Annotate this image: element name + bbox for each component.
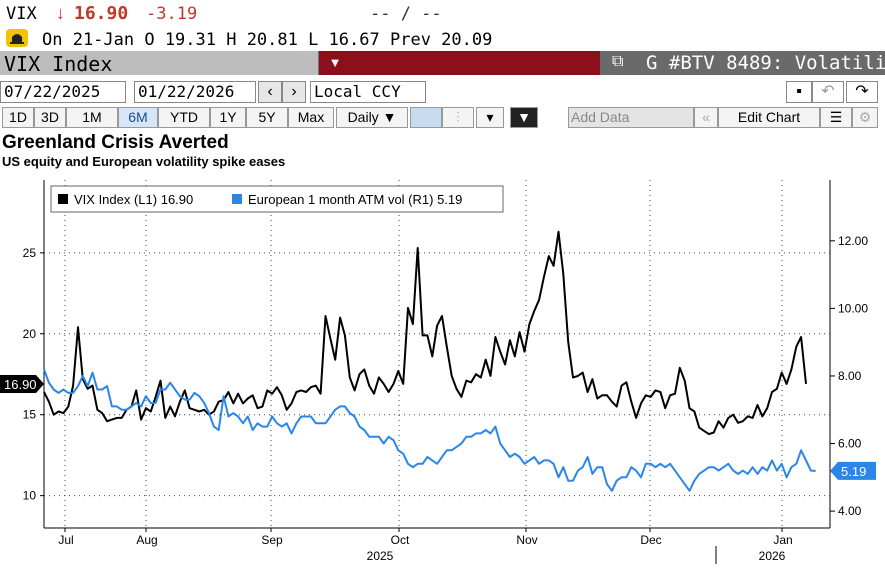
- price-change: -3.19: [146, 4, 198, 24]
- ticker-symbol[interactable]: VIX: [6, 4, 37, 24]
- currency-select[interactable]: Local CCY: [310, 81, 426, 103]
- vix-last-value-tag: [0, 374, 44, 393]
- euro-vol-last-value-tag: [830, 461, 876, 480]
- security-dropdown-icon[interactable]: ▼: [328, 55, 342, 70]
- add-data-input[interactable]: Add Data: [568, 107, 694, 128]
- security-name: VIX Index: [4, 52, 113, 76]
- right-tick-label: 10.00: [838, 301, 868, 315]
- alert-bell-icon[interactable]: [6, 29, 28, 47]
- function-code: G #BTV 8489: Volatility: [646, 52, 885, 74]
- legend-swatch-vix: [58, 194, 68, 204]
- year-label: 2026: [759, 549, 786, 563]
- title-bar: VIX Index ▼ ⧉ G #BTV 8489: Volatility: [0, 51, 885, 76]
- right-tick-label: 6.00: [838, 437, 862, 451]
- euro-vol-series-line: [43, 368, 816, 492]
- redo-icon[interactable]: ↷: [846, 81, 878, 103]
- next-period-button[interactable]: ›: [282, 81, 306, 103]
- chart-type-dropdown-icon[interactable]: ▾: [476, 107, 504, 128]
- currency-value: Local CCY: [314, 82, 401, 101]
- prev-period-button[interactable]: ‹: [258, 81, 282, 103]
- legend-label-vix: VIX Index (L1) 16.90: [74, 192, 193, 207]
- ohlc-row: On 21-Jan O 19.31 H 20.81 L 16.67 Prev 2…: [0, 28, 885, 50]
- period-row: 1D 3D 1M 6M YTD 1Y 5Y Max Daily ▼ ⫶ ▾ ▼ …: [0, 107, 885, 128]
- end-date-value: 01/22/2026: [138, 82, 235, 101]
- legend-label-euro-vol: European 1 month ATM vol (R1) 5.19: [248, 192, 462, 207]
- start-date-value: 07/22/2025: [4, 82, 101, 101]
- left-tick-label: 20: [23, 327, 37, 341]
- right-tick-label: 8.00: [838, 369, 862, 383]
- down-arrow-icon: ↓: [56, 3, 65, 23]
- start-date-field[interactable]: 07/22/2025: [0, 81, 126, 103]
- window-icon[interactable]: ▪: [786, 81, 812, 103]
- undo-icon[interactable]: ↶: [812, 81, 844, 103]
- bid-ask: -- / --: [370, 4, 442, 24]
- last-price: 16.90: [74, 3, 129, 24]
- left-tick-label: 25: [23, 246, 37, 260]
- end-date-field[interactable]: 01/22/2026: [134, 81, 256, 103]
- period-1d-button[interactable]: 1D: [2, 107, 34, 128]
- right-tick-label: 12.00: [838, 234, 868, 248]
- legend-box: [50, 185, 504, 213]
- x-tick-label: Nov: [516, 533, 537, 547]
- left-tick-label: 10: [23, 489, 37, 503]
- chart-title: Greenland Crisis Averted: [2, 132, 229, 153]
- ohlc-summary: On 21-Jan O 19.31 H 20.81 L 16.67 Prev 2…: [42, 30, 493, 50]
- function-panel: ⧉ G #BTV 8489: Volatility: [600, 51, 885, 75]
- x-tick-label: Oct: [391, 533, 410, 547]
- date-range-row: 07/22/2025 01/22/2026 ‹ › Local CCY ▪ ↶ …: [0, 81, 885, 103]
- year-label: 2025: [367, 549, 394, 563]
- chart-settings-icon[interactable]: ☰: [820, 107, 852, 128]
- chart-subtitle: US equity and European volatility spike …: [2, 154, 286, 169]
- security-field[interactable]: VIX Index: [0, 51, 319, 76]
- left-tick-label: 15: [23, 408, 37, 422]
- menu-dropdown-icon[interactable]: ▼: [510, 107, 538, 128]
- period-5y-button[interactable]: 5Y: [246, 107, 288, 128]
- period-max-button[interactable]: Max: [288, 107, 334, 128]
- period-1m-button[interactable]: 1M: [66, 107, 118, 128]
- x-tick-label: Dec: [640, 533, 661, 547]
- vix-last-value: 16.90: [4, 377, 37, 392]
- line-chart-icon[interactable]: [410, 107, 442, 128]
- gear-icon[interactable]: ⚙: [852, 107, 878, 128]
- quote-row: VIX ↓ 16.90 -3.19 -- / --: [0, 0, 885, 28]
- x-tick-label: Aug: [136, 533, 157, 547]
- period-3d-button[interactable]: 3D: [34, 107, 66, 128]
- euro-vol-last-value: 5.19: [841, 464, 866, 479]
- frequency-select[interactable]: Daily ▼: [336, 107, 408, 128]
- vix-series-line: [43, 230, 807, 436]
- period-6m-button[interactable]: 6M: [118, 107, 158, 128]
- bar-chart-icon[interactable]: ⫶: [442, 107, 474, 128]
- period-1y-button[interactable]: 1Y: [210, 107, 246, 128]
- legend-swatch-euro-vol: [232, 194, 242, 204]
- collapse-icon[interactable]: «: [694, 107, 718, 128]
- right-tick-label: 4.00: [838, 504, 862, 518]
- x-tick-label: Sep: [261, 533, 283, 547]
- period-ytd-button[interactable]: YTD: [158, 107, 210, 128]
- edit-chart-button[interactable]: Edit Chart: [718, 107, 820, 128]
- x-tick-label: Jul: [58, 533, 73, 547]
- external-link-icon[interactable]: ⧉: [612, 53, 624, 70]
- x-tick-label: Jan: [773, 533, 792, 547]
